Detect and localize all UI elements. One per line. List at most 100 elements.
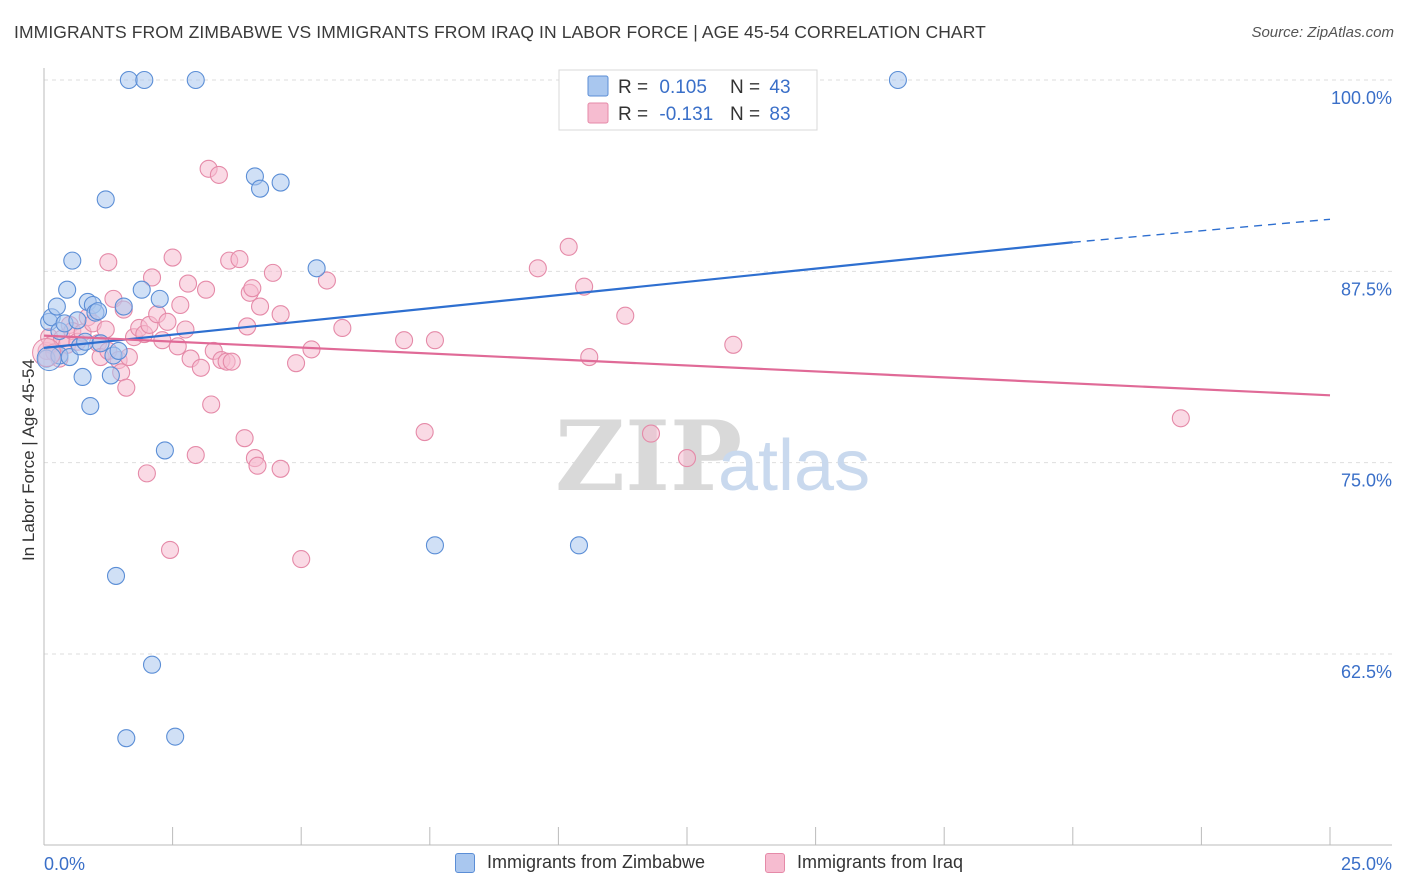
legend-n-value: 83 [769, 104, 790, 125]
zimbabwe-point [109, 341, 128, 360]
iraq-point [641, 424, 661, 443]
zimbabwe-point [73, 367, 92, 386]
iraq-point [415, 423, 434, 442]
legend-n-label: N = [730, 77, 765, 98]
svg-text:N = 83: N = 83 [730, 104, 791, 125]
iraq-point [222, 352, 241, 371]
iraq-point [178, 274, 198, 293]
iraq-point [1171, 409, 1190, 428]
iraq-point [395, 331, 414, 350]
svg-text:R = -0.131: R = -0.131 [618, 104, 713, 125]
zimbabwe-point [76, 332, 95, 351]
iraq-point [32, 337, 62, 367]
svg-text:N = 43: N = 43 [730, 77, 791, 98]
trend-line-zimbabwe-extension [1072, 218, 1331, 243]
iraq-point [191, 358, 210, 377]
zimbabwe-point [106, 566, 126, 585]
iraq-point [158, 312, 177, 331]
legend-bottom: Immigrants from Zimbabwe Immigrants from… [0, 852, 1406, 878]
zimbabwe-point [68, 311, 87, 330]
tick-labels-layer: 100.0% 87.5% 75.0% 62.5% 0.0% 25.0% [44, 88, 1392, 874]
iraq-point [176, 320, 195, 339]
iraq-point [271, 305, 290, 324]
zimbabwe-point [271, 173, 290, 192]
legend-item-iraq: Immigrants from Iraq [765, 852, 963, 873]
iraq-point [263, 263, 282, 282]
iraq-point [163, 248, 182, 267]
iraq-point [235, 429, 254, 448]
zimbabwe-point [36, 346, 62, 372]
zimbabwe-point [47, 297, 66, 316]
zimbabwe-point [58, 280, 77, 299]
iraq-point [171, 295, 190, 315]
legend-n-value: 43 [769, 77, 790, 98]
legend-top: R = 0.105 N = 43 R = -0.131 N = 83 [558, 69, 818, 131]
source-label: Source: ZipAtlas.com [1251, 24, 1394, 41]
legend-swatch-iraq [765, 852, 785, 873]
legend-swatch-iraq [587, 102, 609, 124]
iraq-point [160, 540, 180, 559]
iraq-point [559, 237, 578, 256]
y-tick-label: 87.5% [1341, 279, 1392, 299]
iraq-point [287, 354, 306, 373]
trend-layer [43, 218, 1331, 397]
zimbabwe-point [155, 441, 174, 460]
y-axis-label: In Labor Force | Age 45-54 [19, 359, 38, 561]
zimbabwe-point [186, 70, 205, 90]
zimbabwe-point [101, 366, 120, 385]
x-tick-label: 0.0% [44, 854, 85, 874]
chart-title: IMMIGRANTS FROM ZIMBABWE VS IMMIGRANTS F… [14, 22, 986, 42]
zimbabwe-point [150, 289, 169, 308]
iraq-point [168, 337, 187, 356]
legend-label-iraq: Immigrants from Iraq [797, 852, 964, 872]
iraq-point [528, 259, 547, 278]
iraq-point [202, 395, 221, 414]
iraq-point [271, 459, 290, 478]
iraq-point [333, 318, 352, 338]
iraq-point [317, 271, 336, 290]
iraq-point [186, 445, 205, 465]
zimbabwe-point [96, 190, 115, 209]
zimbabwe-point [132, 280, 151, 299]
watermark-zip: ZIP [555, 400, 742, 513]
iraq-point [243, 279, 262, 298]
zimbabwe-point [63, 251, 82, 270]
iraq-point [142, 268, 162, 287]
iraq-point [580, 348, 599, 367]
legend-item-zimbabwe: Immigrants from Zimbabwe [455, 852, 705, 873]
trend-line-iraq [43, 334, 1331, 397]
iraq-point [196, 280, 216, 299]
zimbabwe-point [888, 70, 907, 90]
iraq-point [616, 306, 635, 325]
y-tick-label: 100.0% [1331, 88, 1392, 108]
legend-label-zimbabwe: Immigrants from Zimbabwe [487, 852, 706, 872]
zimbabwe-point [166, 727, 185, 746]
iraq-point [724, 335, 743, 354]
zimbabwe-point [117, 729, 136, 748]
iraq-point [99, 253, 118, 272]
points-layer [32, 70, 1190, 748]
legend-r-label: R = [618, 104, 653, 125]
iraq-point [248, 456, 267, 475]
zimbabwe-point [307, 259, 326, 278]
zimbabwe-point [81, 396, 100, 416]
iraq-point [425, 331, 444, 350]
zimbabwe-point [250, 179, 270, 198]
legend-r-value: 0.105 [659, 77, 707, 98]
iraq-point [209, 165, 228, 184]
iraq-point [677, 449, 697, 468]
axes-layer [43, 68, 1392, 846]
iraq-point [292, 550, 311, 569]
legend-swatch-zimbabwe [455, 852, 475, 873]
iraq-point [117, 378, 136, 397]
x-tick-label: 25.0% [1341, 854, 1392, 874]
zimbabwe-point [119, 70, 138, 90]
zimbabwe-point [114, 297, 133, 316]
legend-r-label: R = [618, 77, 653, 98]
zimbabwe-point [569, 536, 589, 555]
legend-n-label: N = [730, 104, 765, 125]
zimbabwe-point [142, 655, 162, 674]
legend-r-value: -0.131 [659, 104, 713, 125]
y-tick-label: 62.5% [1341, 662, 1392, 682]
